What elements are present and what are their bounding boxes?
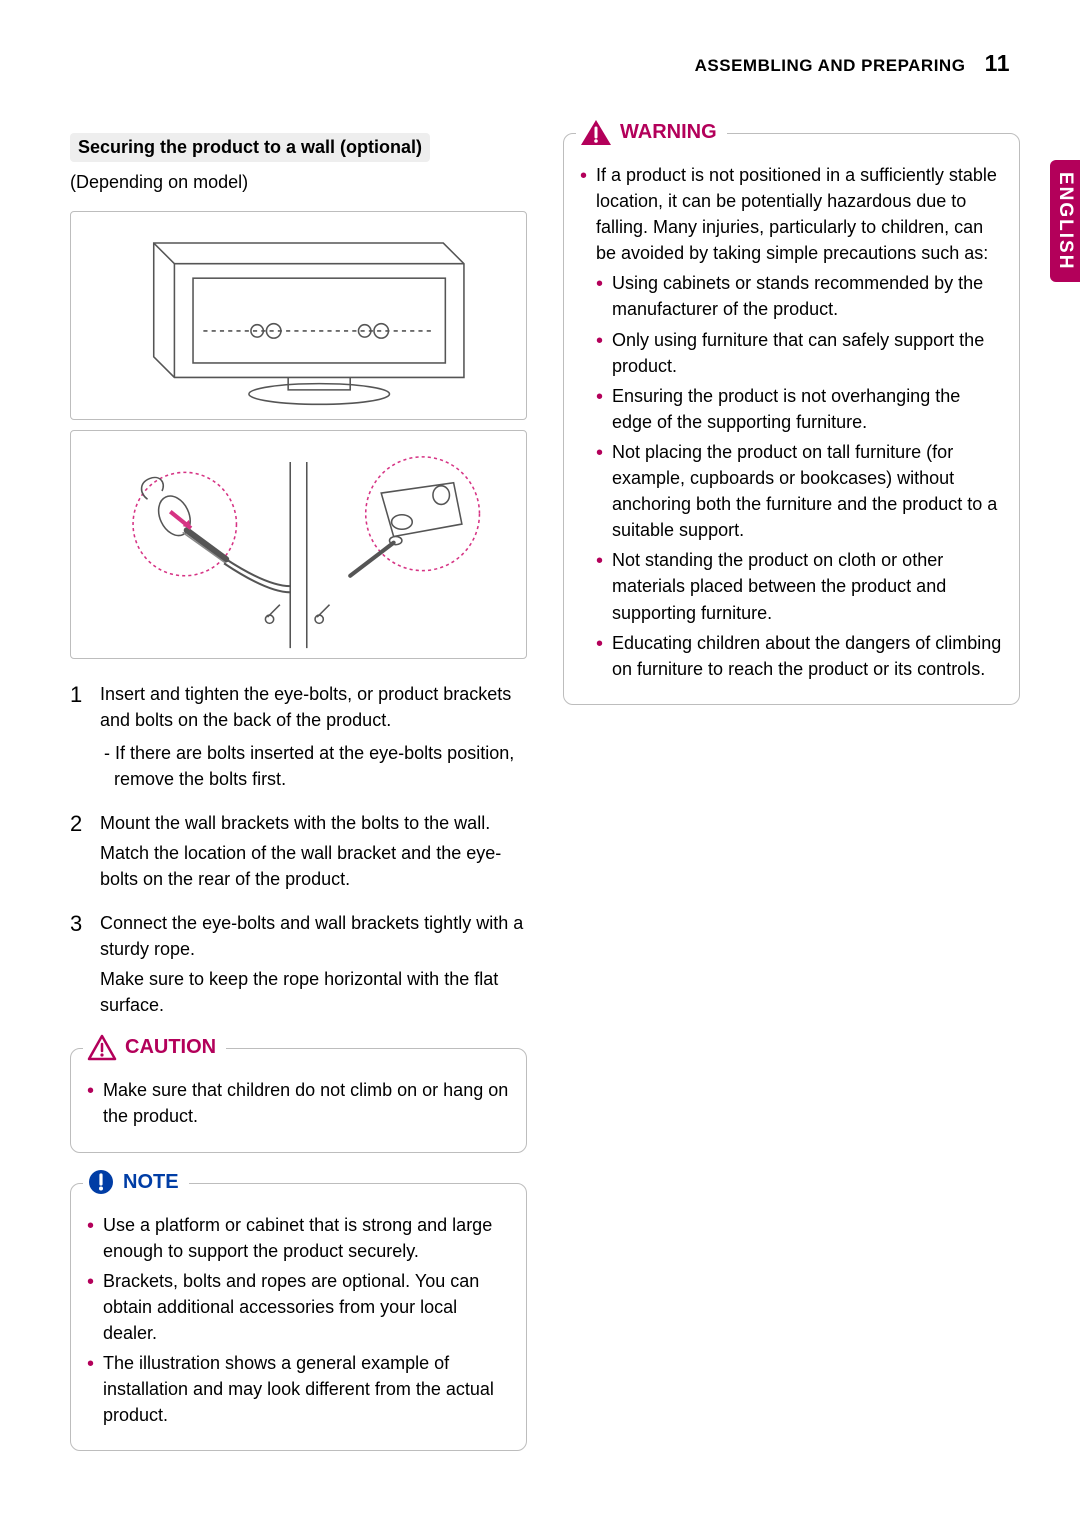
warning-title: WARNING (620, 118, 717, 147)
caution-item: Make sure that children do not climb on … (87, 1077, 510, 1129)
warning-subitem: Not placing the product on tall furnitur… (596, 439, 1003, 543)
warning-intro: If a product is not positioned in a suff… (596, 165, 997, 263)
step-text-2: Make sure to keep the rope horizontal wi… (100, 966, 527, 1018)
step-text: Connect the eye-bolts and wall brackets … (100, 913, 523, 959)
note-header: NOTE (83, 1168, 189, 1197)
language-tab: ENGLISH (1050, 160, 1080, 282)
left-column: Securing the product to a wall (optional… (70, 133, 527, 1451)
warning-box: WARNING If a product is not positioned i… (563, 133, 1020, 705)
note-box: NOTE Use a platform or cabinet that is s… (70, 1183, 527, 1452)
note-item: Use a platform or cabinet that is strong… (87, 1212, 510, 1264)
step-item: Connect the eye-bolts and wall brackets … (70, 910, 527, 1018)
note-item: Brackets, bolts and ropes are optional. … (87, 1268, 510, 1346)
illustration-tv-rear (70, 211, 527, 420)
warning-subitem: Ensuring the product is not overhanging … (596, 383, 1003, 435)
caution-box: CAUTION Make sure that children do not c… (70, 1048, 527, 1152)
right-column: WARNING If a product is not positioned i… (563, 133, 1020, 1451)
warning-subitem: Using cabinets or stands recommended by … (596, 270, 1003, 322)
page-number: 11 (985, 50, 1010, 76)
steps-list: Insert and tighten the eye-bolts, or pro… (70, 681, 527, 1018)
page: ASSEMBLING AND PREPARING 11 ENGLISH Secu… (0, 0, 1080, 1524)
warning-subitem: Not standing the product on cloth or oth… (596, 547, 1003, 625)
warning-subitem: Educating children about the dangers of … (596, 630, 1003, 682)
warning-subitem: Only using furniture that can safely sup… (596, 327, 1003, 379)
warning-header: WARNING (576, 118, 727, 147)
note-icon (87, 1168, 115, 1196)
caution-icon (87, 1034, 117, 1062)
depending-text: (Depending on model) (70, 172, 527, 193)
step-substep: - If there are bolts inserted at the eye… (100, 740, 527, 792)
step-item: Mount the wall brackets with the bolts t… (70, 810, 527, 892)
note-item: The illustration shows a general example… (87, 1350, 510, 1428)
warning-intro-item: If a product is not positioned in a suff… (580, 162, 1003, 682)
caution-list: Make sure that children do not climb on … (87, 1077, 510, 1129)
caution-header: CAUTION (83, 1033, 226, 1062)
step-text: Insert and tighten the eye-bolts, or pro… (100, 684, 511, 730)
warning-sublist: Using cabinets or stands recommended by … (596, 270, 1003, 681)
note-list: Use a platform or cabinet that is strong… (87, 1212, 510, 1429)
section-title: ASSEMBLING AND PREPARING (695, 56, 966, 75)
illustration-wall-anchor (70, 430, 527, 660)
page-header: ASSEMBLING AND PREPARING 11 (70, 50, 1020, 77)
step-text: Mount the wall brackets with the bolts t… (100, 813, 490, 833)
note-title: NOTE (123, 1168, 179, 1197)
step-item: Insert and tighten the eye-bolts, or pro… (70, 681, 527, 791)
warning-list: If a product is not positioned in a suff… (580, 162, 1003, 682)
content-columns: Securing the product to a wall (optional… (70, 133, 1020, 1451)
subheading: Securing the product to a wall (optional… (70, 133, 430, 162)
warning-icon (580, 119, 612, 147)
caution-title: CAUTION (125, 1033, 216, 1062)
step-text-2: Match the location of the wall bracket a… (100, 840, 527, 892)
